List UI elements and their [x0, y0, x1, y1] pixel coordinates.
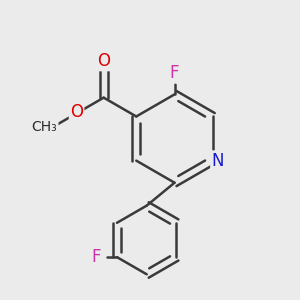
- Text: F: F: [91, 248, 100, 266]
- Text: O: O: [97, 52, 110, 70]
- Text: F: F: [170, 64, 179, 82]
- Text: N: N: [212, 152, 224, 169]
- Text: CH₃: CH₃: [32, 120, 57, 134]
- Text: O: O: [70, 103, 83, 122]
